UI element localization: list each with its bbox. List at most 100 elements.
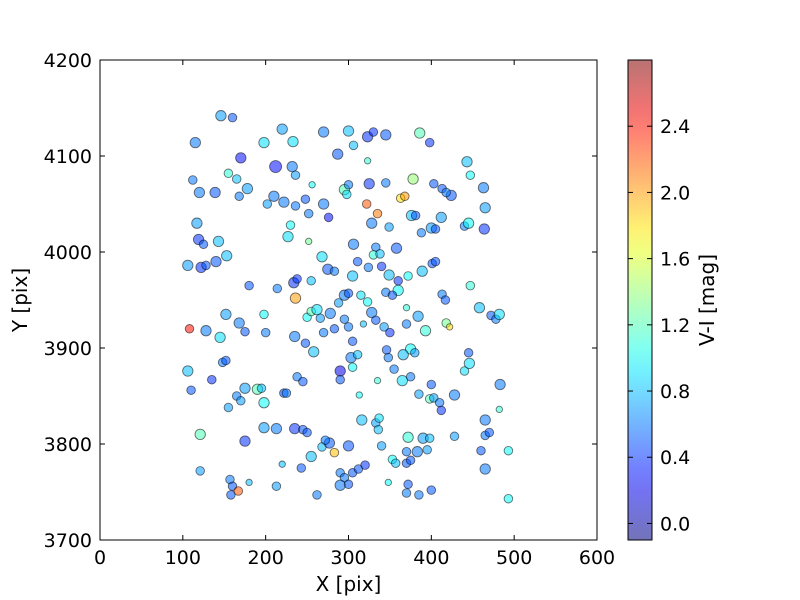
scatter-point-118 <box>233 317 245 329</box>
scatter-point-65 <box>285 220 296 230</box>
scatter-point-3 <box>188 175 198 185</box>
scatter-point-87 <box>346 270 359 282</box>
scatter-point-10 <box>290 170 301 180</box>
scatter-point-107 <box>387 290 398 300</box>
colorbar-tick-label-4: 1.6 <box>660 249 690 271</box>
colorbar-tick-label-6: 2.4 <box>660 116 690 138</box>
scatter-point-128 <box>324 307 336 320</box>
colorbar-frame <box>627 59 653 541</box>
scatter-point-153 <box>410 348 420 358</box>
scatter-point-17 <box>368 127 379 137</box>
scatter-point-149 <box>352 349 363 360</box>
scatter-point-242 <box>226 490 236 500</box>
scatter-point-83 <box>316 251 328 263</box>
scatter-point-30 <box>262 199 273 209</box>
scatter-point-35 <box>317 198 330 210</box>
scatter-point-217 <box>476 445 486 456</box>
scatter-point-99 <box>306 276 316 286</box>
scatter-point-34 <box>308 181 316 189</box>
scatter-point-239 <box>343 479 354 490</box>
scatter-point-23 <box>223 168 234 179</box>
x-tick-label-4: 400 <box>413 547 449 569</box>
scatter-point-186 <box>448 389 461 401</box>
y-axis-label: Y [pix] <box>8 268 32 333</box>
scatter-point-63 <box>462 217 475 229</box>
scatter-point-103 <box>343 288 354 299</box>
scatter-point-246 <box>414 490 424 500</box>
scatter-point-117 <box>220 308 232 321</box>
scatter-point-14 <box>332 148 344 160</box>
scatter-point-225 <box>195 466 205 476</box>
scatter-point-154 <box>397 349 409 361</box>
scatter-point-233 <box>479 463 491 475</box>
scatter-point-19 <box>414 127 426 139</box>
scatter-point-119 <box>240 326 250 337</box>
scatter-point-48 <box>441 187 451 198</box>
scatter-point-247 <box>426 485 437 495</box>
scatter-point-139 <box>385 327 395 338</box>
scatter-point-45 <box>429 179 439 189</box>
scatter-point-1 <box>227 112 238 123</box>
scatter-point-66 <box>191 217 203 229</box>
scatter-point-31 <box>278 196 290 208</box>
scatter-point-222 <box>390 458 401 468</box>
scatter-point-100 <box>465 280 476 291</box>
scatter-point-29 <box>268 190 280 202</box>
scatter-point-120 <box>259 309 269 320</box>
scatter-point-155 <box>463 348 474 358</box>
scatter-point-90 <box>403 271 413 281</box>
x-tick-label-0: 0 <box>94 547 106 569</box>
scatter-point-169 <box>389 364 399 374</box>
scatter-point-206 <box>373 424 384 435</box>
x-tick-label-3: 300 <box>330 547 366 569</box>
scatter-point-187 <box>494 378 506 391</box>
scatter-point-162 <box>207 374 217 385</box>
colorbar-tick-label-5: 2.0 <box>660 182 690 204</box>
scatter-point-121 <box>260 327 271 338</box>
scatter-point-204 <box>320 435 331 445</box>
scatter-point-127 <box>318 327 329 338</box>
scatter-point-161 <box>221 355 231 366</box>
scatter-point-125 <box>311 303 323 316</box>
scatter-point-54 <box>366 217 378 229</box>
scatter-point-207 <box>376 441 387 451</box>
colorbar: 0.0 0.4 0.8 1.2 1.6 2.0 2.4 V-I [mag] <box>627 59 719 541</box>
scatter-point-191 <box>356 414 368 426</box>
scatter-point-94 <box>430 256 441 267</box>
scatter-point-132 <box>343 322 354 332</box>
scatter-point-131 <box>339 314 350 324</box>
scatter-point-141 <box>412 310 424 322</box>
scatter-point-194 <box>479 414 491 426</box>
scatter-point-177 <box>236 396 246 406</box>
scatter-point-144 <box>445 323 454 331</box>
scatter-point-95 <box>244 280 254 291</box>
scatter-point-211 <box>449 431 460 442</box>
scatter-point-178 <box>258 397 270 409</box>
scatter-point-248 <box>503 493 514 504</box>
scatter-point-236 <box>245 478 253 487</box>
scatter-point-111 <box>473 302 486 314</box>
scatter-point-195 <box>258 422 270 434</box>
scatter-point-68 <box>198 239 209 250</box>
y-tick-label-3: 4000 <box>44 242 92 264</box>
scatter-point-164 <box>298 376 308 387</box>
colorbar-tick-label-3: 1.2 <box>660 315 690 337</box>
scatter-point-115 <box>184 324 195 334</box>
scatter-point-52 <box>323 212 334 223</box>
scatter-point-89 <box>383 269 395 281</box>
plot-background <box>100 60 597 540</box>
scatter-point-6 <box>258 136 270 149</box>
scatter-point-77 <box>376 261 387 272</box>
scatter-point-138 <box>379 322 389 332</box>
scatter-point-166 <box>335 374 345 385</box>
x-axis-label: X [pix] <box>316 572 382 596</box>
scatter-point-26 <box>231 174 242 184</box>
scatter-point-25 <box>209 186 221 199</box>
scatter-point-218 <box>503 445 514 456</box>
y-tick-label-0: 3700 <box>44 530 92 552</box>
scatter-point-12 <box>342 125 355 137</box>
scatter-point-216 <box>422 445 432 455</box>
scatter-point-85 <box>329 266 340 276</box>
scatter-point-208 <box>402 431 414 443</box>
